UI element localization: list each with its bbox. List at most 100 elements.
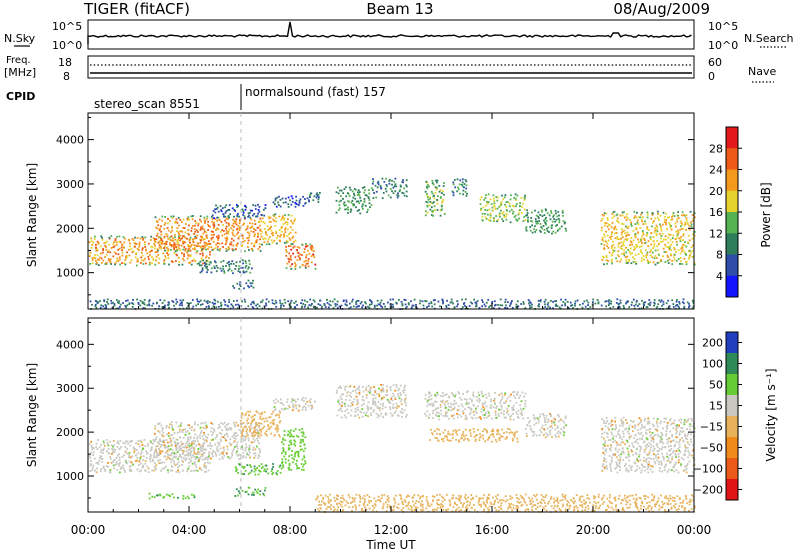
- data-cell: [215, 454, 218, 457]
- data-cell: [148, 497, 151, 500]
- data-cell: [257, 234, 259, 236]
- data-cell: [651, 225, 653, 228]
- data-cell: [251, 434, 254, 437]
- data-cell: [208, 462, 211, 465]
- data-cell: [187, 438, 189, 441]
- data-cell: [208, 225, 210, 227]
- data-cell: [165, 493, 168, 496]
- data-cell: [624, 232, 626, 235]
- data-cell: [352, 203, 354, 205]
- data-cell: [178, 260, 181, 263]
- data-cell: [132, 446, 135, 449]
- data-cell: [610, 470, 613, 473]
- data-cell: [242, 451, 245, 454]
- data-cell: [167, 432, 170, 434]
- data-cell: [541, 215, 544, 217]
- data-cell: [681, 247, 684, 249]
- data-cell: [365, 302, 367, 305]
- data-cell: [194, 433, 197, 436]
- data-cell: [500, 435, 502, 437]
- data-cell: [247, 215, 249, 218]
- data-cell: [102, 452, 104, 455]
- data-cell: [290, 214, 293, 217]
- data-cell: [165, 233, 168, 235]
- data-cell: [441, 299, 444, 301]
- data-cell: [389, 188, 392, 190]
- data-cell: [544, 303, 546, 306]
- data-cell: [438, 415, 440, 417]
- scatter-region: [232, 279, 255, 290]
- data-cell: [530, 217, 533, 219]
- data-cell: [507, 427, 509, 430]
- data-cell: [618, 434, 621, 436]
- data-cell: [691, 214, 694, 216]
- data-cell: [176, 301, 179, 303]
- data-cell: [435, 411, 438, 414]
- data-cell: [481, 392, 483, 395]
- data-cell: [260, 463, 263, 465]
- data-cell: [652, 435, 655, 438]
- data-cell: [290, 195, 293, 198]
- data-cell: [173, 462, 176, 465]
- data-cell: [614, 420, 616, 423]
- data-cell: [235, 488, 238, 491]
- data-cell: [235, 244, 238, 246]
- data-cell: [190, 429, 193, 432]
- data-cell: [287, 404, 290, 407]
- data-cell: [236, 214, 239, 217]
- data-cell: [168, 242, 171, 244]
- data-cell: [329, 300, 332, 303]
- data-cell: [206, 302, 209, 305]
- data-cell: [641, 235, 643, 238]
- data-cell: [396, 407, 398, 410]
- data-cell: [177, 256, 180, 259]
- data-cell: [652, 441, 655, 443]
- data-cell: [621, 222, 623, 225]
- data-cell: [249, 428, 252, 431]
- data-cell: [639, 428, 642, 430]
- data-cell: [631, 465, 633, 468]
- data-cell: [396, 405, 399, 407]
- data-cell: [360, 404, 363, 407]
- data-cell: [150, 235, 153, 238]
- data-cell: [639, 249, 642, 252]
- data-cell: [652, 221, 654, 224]
- data-cell: [181, 230, 184, 233]
- data-cell: [213, 298, 216, 301]
- data-cell: [293, 245, 296, 248]
- data-cell: [562, 214, 564, 217]
- data-cell: [289, 226, 292, 229]
- data-cell: [337, 400, 339, 403]
- data-cell: [481, 299, 483, 301]
- data-cell: [345, 300, 348, 303]
- data-cell: [159, 449, 162, 452]
- data-cell: [178, 447, 181, 449]
- data-cell: [522, 303, 525, 305]
- data-cell: [477, 391, 480, 394]
- data-cell: [177, 231, 180, 234]
- data-cell: [265, 464, 268, 467]
- data-cell: [537, 211, 540, 214]
- data-cell: [125, 440, 127, 443]
- data-cell: [202, 426, 205, 429]
- data-cell: [432, 417, 434, 419]
- data-cell: [291, 450, 293, 452]
- data-cell: [689, 253, 691, 256]
- data-cell: [604, 240, 607, 243]
- data-cell: [633, 461, 636, 464]
- data-cell: [562, 426, 565, 429]
- data-cell: [471, 400, 473, 403]
- data-cell: [175, 298, 178, 301]
- data-cell: [562, 434, 565, 437]
- data-cell: [227, 422, 230, 425]
- data-cell: [174, 250, 177, 253]
- data-cell: [683, 214, 686, 217]
- data-cell: [162, 252, 165, 255]
- data-cell: [264, 464, 267, 467]
- data-cell: [189, 254, 192, 256]
- data-cell: [257, 209, 260, 211]
- data-cell: [171, 261, 174, 263]
- data-cell: [658, 299, 661, 302]
- data-cell: [115, 457, 118, 459]
- data-cell: [638, 422, 641, 425]
